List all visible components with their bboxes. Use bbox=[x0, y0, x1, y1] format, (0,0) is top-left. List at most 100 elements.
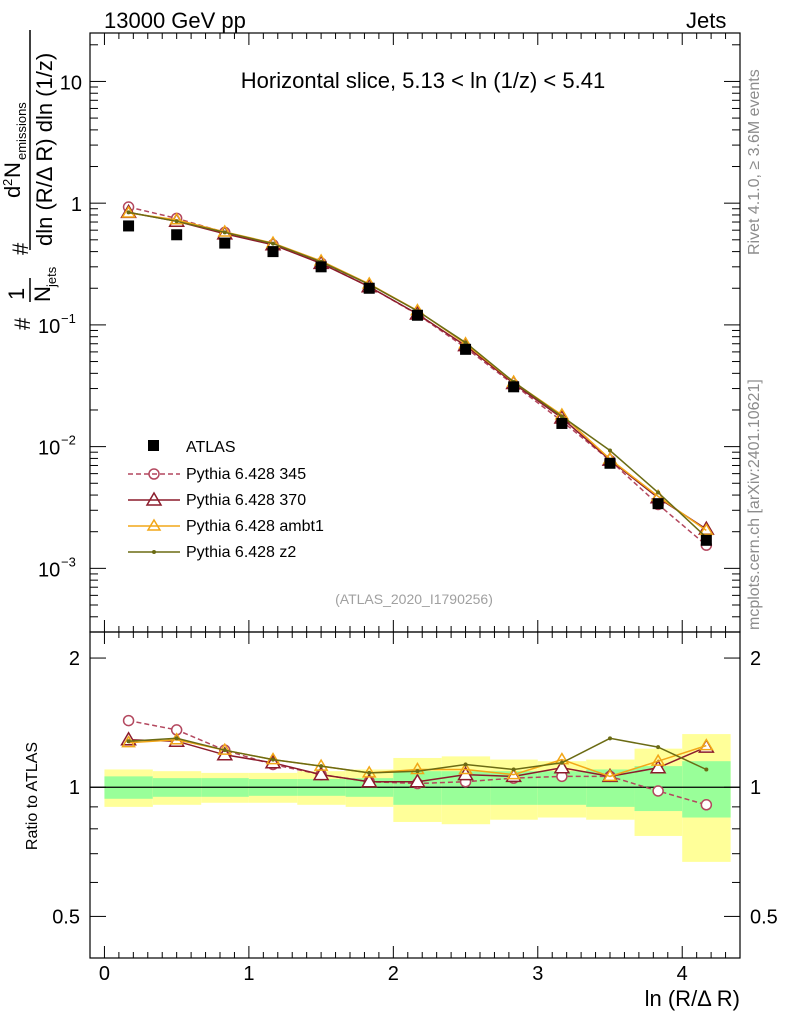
x-tick-label: 4 bbox=[677, 963, 688, 985]
main-point-pythia-6-428-z2 bbox=[174, 219, 179, 224]
ratio-point-pythia-6-428-ambt1 bbox=[458, 762, 473, 775]
main-point-pythia-6-428-z2 bbox=[222, 230, 227, 235]
legend-ambt1-label: Pythia 6.428 ambt1 bbox=[186, 518, 324, 535]
main-point-pythia-6-428-z2 bbox=[463, 340, 468, 345]
analysis-watermark: (ATLAS_2020_I1790256) bbox=[335, 591, 493, 607]
ratio-point-pythia-6-428-z2 bbox=[126, 739, 131, 744]
ratio-point-pythia-6-428-z2 bbox=[271, 757, 276, 762]
x-tick-label: 3 bbox=[532, 963, 543, 985]
legend-370-label: Pythia 6.428 370 bbox=[186, 492, 306, 509]
ratio-point-pythia-6-428-z2 bbox=[222, 748, 227, 753]
ylabel-emissions: emissions bbox=[14, 102, 29, 160]
main-y-tick-label: 10 bbox=[60, 72, 82, 94]
ratio-y-tick-label-left: 1 bbox=[69, 777, 80, 799]
header-right: Jets bbox=[686, 8, 727, 33]
atlas-point bbox=[315, 261, 327, 273]
ratio-point-pythia-6-428-ambt1 bbox=[410, 762, 425, 775]
ylabel-n: N bbox=[30, 286, 55, 302]
ratio-y-axis-label: Ratio to ATLAS bbox=[24, 742, 41, 850]
legend-atlas-marker bbox=[148, 440, 159, 451]
main-y-tick-exponent: −2 bbox=[61, 433, 76, 448]
ylabel-jets: jets bbox=[44, 266, 59, 288]
ratio-point-pythia-6-428-z2 bbox=[174, 736, 179, 741]
main-point-pythia-6-428-ambt1 bbox=[121, 205, 136, 218]
legend-345-label: Pythia 6.428 345 bbox=[186, 466, 306, 483]
main-y-tick-exponent: −1 bbox=[61, 311, 76, 326]
uncertainty-bands bbox=[90, 734, 740, 862]
legend-345-marker bbox=[148, 468, 160, 480]
plot-marks bbox=[120, 201, 715, 811]
ratio-y-tick-label-left: 2 bbox=[69, 648, 80, 670]
ratio-point-pythia-6-428-370 bbox=[312, 766, 330, 781]
x-axis-label: ln (R/Δ R) bbox=[645, 986, 740, 1011]
ylabel-d: d bbox=[0, 186, 25, 198]
ratio-point-pythia-6-428-z2 bbox=[511, 767, 516, 772]
legend-z2-marker bbox=[152, 550, 156, 554]
main-point-pythia-6-428-z2 bbox=[656, 490, 661, 495]
main-point-pythia-6-428-z2 bbox=[559, 414, 564, 419]
legend-z2-label: Pythia 6.428 z2 bbox=[186, 544, 296, 561]
atlas-point bbox=[363, 282, 375, 294]
ratio-point-pythia-6-428-ambt1 bbox=[650, 753, 666, 766]
ylabel-denominator: dln (R/Δ R) dln (1/z) bbox=[32, 53, 57, 246]
ylabel-n-emissions: N bbox=[0, 162, 25, 178]
ratio-point-pythia-6-428-370 bbox=[409, 773, 426, 788]
ratio-point-pythia-6-428-ambt1 bbox=[699, 738, 714, 751]
header-left: 13000 GeV pp bbox=[104, 8, 246, 33]
main-y-axis-label: # 1 N jets # d 2 N emissions dln (R/Δ R)… bbox=[0, 30, 59, 330]
main-point-pythia-6-428-ambt1 bbox=[699, 522, 714, 536]
main-point-pythia-6-428-ambt1 bbox=[169, 212, 184, 225]
ratio-point-pythia-6-428-z2 bbox=[415, 769, 420, 774]
ratio-point-pythia-6-428-z2 bbox=[367, 770, 372, 775]
atlas-point bbox=[652, 498, 664, 510]
atlas-point bbox=[508, 381, 520, 393]
ratio-frame bbox=[89, 631, 741, 959]
main-y-tick-label: 1 bbox=[71, 194, 82, 216]
atlas-point bbox=[556, 417, 568, 429]
main-line-pythia-6-428-z2 bbox=[128, 211, 707, 538]
ratio-y-tick-label-left: 0.5 bbox=[52, 906, 80, 928]
ratio-point-pythia-6-428-z2 bbox=[319, 764, 324, 769]
ratio-point-pythia-6-428-ambt1 bbox=[506, 767, 521, 780]
ratio-point-pythia-6-428-345 bbox=[700, 799, 713, 811]
main-y-tick-label: 10 bbox=[38, 438, 60, 460]
legend: ATLAS Pythia 6.428 345 Pythia 6.428 370 … bbox=[128, 439, 324, 561]
ratio-point-pythia-6-428-z2 bbox=[608, 736, 612, 741]
main-point-pythia-6-428-z2 bbox=[608, 448, 612, 453]
atlas-point bbox=[123, 220, 135, 232]
atlas-point bbox=[267, 246, 279, 258]
ratio-point-pythia-6-428-z2 bbox=[656, 745, 661, 750]
ylabel-d-power: 2 bbox=[0, 179, 15, 186]
ratio-point-pythia-6-428-ambt1 bbox=[602, 768, 618, 782]
atlas-point bbox=[700, 534, 712, 546]
ylabel-hash-1: # bbox=[10, 317, 35, 330]
atlas-point bbox=[411, 309, 423, 321]
ratio-point-pythia-6-428-z2 bbox=[463, 762, 468, 767]
atlas-point bbox=[171, 229, 183, 241]
x-tick-label: 1 bbox=[243, 963, 254, 985]
ratio-y-tick-label-right: 1 bbox=[750, 777, 761, 799]
legend-atlas-label: ATLAS bbox=[186, 439, 236, 456]
main-y-tick-label: 10 bbox=[38, 559, 60, 581]
x-tick-label: 2 bbox=[388, 963, 399, 985]
ratio-point-pythia-6-428-345 bbox=[652, 785, 664, 797]
x-tick-label: 0 bbox=[99, 963, 110, 985]
atlas-point bbox=[604, 457, 616, 469]
ylabel-hash-2: # bbox=[8, 242, 33, 255]
main-point-pythia-6-428-z2 bbox=[126, 210, 131, 215]
ratio-point-pythia-6-428-345 bbox=[122, 714, 135, 727]
ylabel-one: 1 bbox=[4, 288, 29, 300]
atlas-point bbox=[219, 237, 231, 249]
main-y-tick-label: 10 bbox=[38, 316, 60, 338]
ratio-y-tick-label-right: 2 bbox=[750, 648, 761, 670]
main-frame bbox=[89, 32, 741, 633]
legend-370-marker bbox=[145, 491, 163, 506]
atlas-point bbox=[460, 343, 472, 355]
ratio-point-pythia-6-428-370 bbox=[264, 754, 282, 769]
ratio-point-pythia-6-428-370 bbox=[649, 759, 667, 774]
legend-ambt1-marker bbox=[146, 518, 162, 531]
ratio-point-pythia-6-428-z2 bbox=[559, 760, 564, 765]
chart-title: Horizontal slice, 5.13 < ln (1/z) < 5.41 bbox=[241, 68, 605, 93]
